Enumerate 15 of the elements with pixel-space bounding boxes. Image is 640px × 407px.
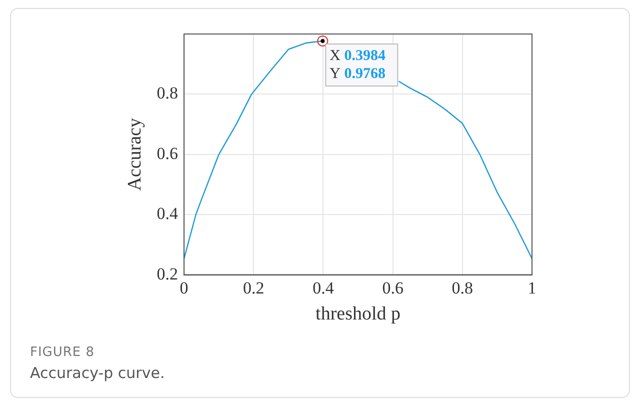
annotation: X 0.3984 Y 0.9768: [330, 48, 386, 82]
y-tick-label: 0.2: [156, 264, 178, 284]
x-tick-label: 0.6: [382, 278, 404, 298]
y-tick-label: 0.8: [156, 84, 178, 103]
x-tick-label: 0.8: [452, 278, 474, 298]
x-tick-label: 0: [180, 278, 188, 298]
x-axis-title: threshold p: [316, 304, 401, 325]
text: Accuracy-p curve.: [30, 364, 165, 382]
x-tick-label: 0.4: [312, 278, 334, 298]
x-tick-label: 1: [528, 278, 536, 298]
x-tick-label: 0.2: [243, 278, 264, 298]
caption: FIGURE 8: [30, 345, 95, 360]
y-tick-label: 0.4: [156, 204, 179, 224]
y-axis-title: Accuracy: [124, 118, 146, 191]
y-tick-label: 0.6: [156, 144, 178, 163]
